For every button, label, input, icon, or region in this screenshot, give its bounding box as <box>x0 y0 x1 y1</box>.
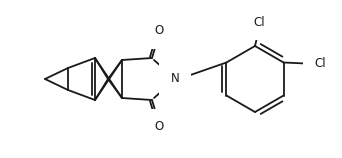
Text: Cl: Cl <box>253 15 265 28</box>
Text: N: N <box>171 73 179 85</box>
Text: O: O <box>154 121 163 134</box>
Text: O: O <box>154 24 163 37</box>
Text: Cl: Cl <box>315 57 326 70</box>
